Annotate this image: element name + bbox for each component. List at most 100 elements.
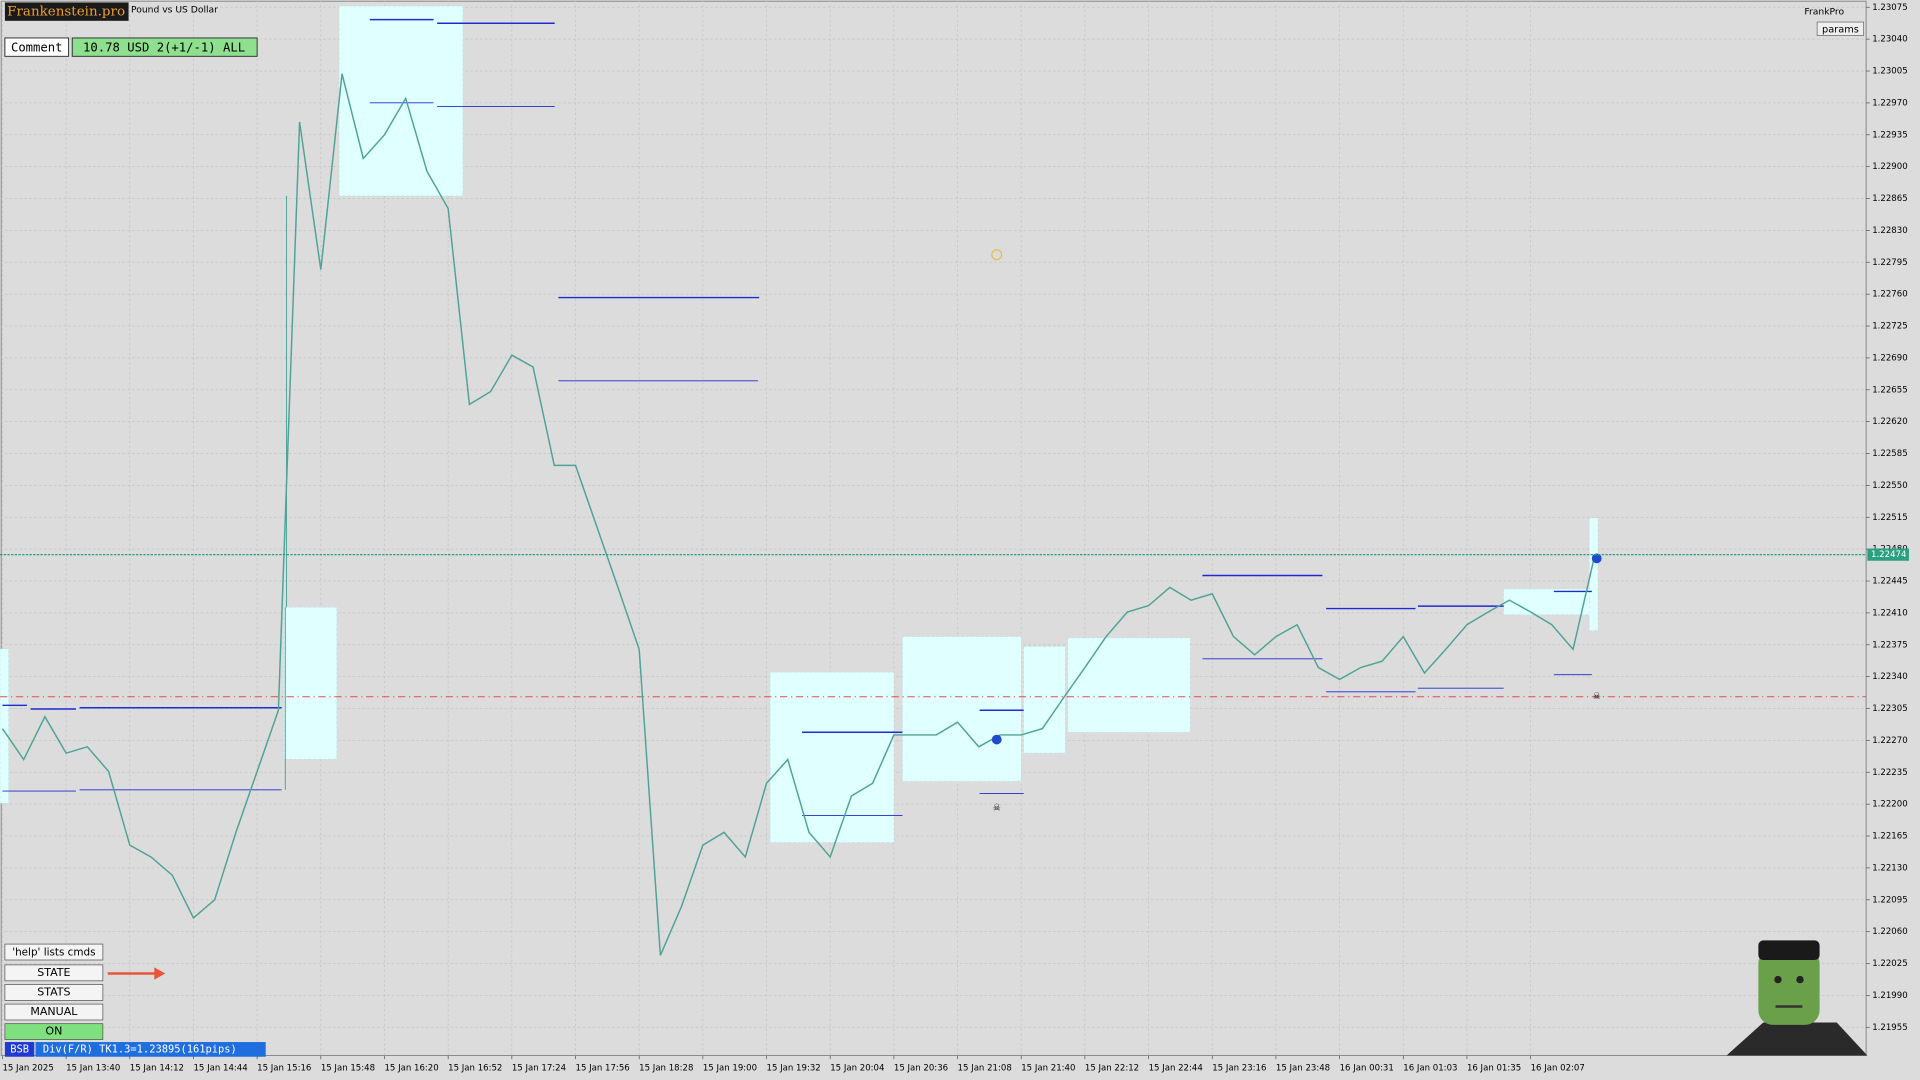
x-tick-label: 15 Jan 13:40 <box>66 1063 120 1073</box>
x-tick-label: 15 Jan 23:16 <box>1212 1063 1266 1073</box>
x-tick-label: 15 Jan 14:12 <box>130 1063 184 1073</box>
x-tick-label: 15 Jan 20:36 <box>894 1063 948 1073</box>
y-tick-label: 1.22305 <box>1872 704 1907 714</box>
panel-button[interactable] <box>4 984 104 1001</box>
y-tick-label: 1.22725 <box>1872 322 1907 332</box>
panel-button[interactable] <box>4 964 104 982</box>
comment-box <box>4 37 70 57</box>
plot-frame <box>0 0 1867 1056</box>
zone <box>1067 637 1191 733</box>
panel-button[interactable] <box>4 1023 104 1040</box>
logo-bg <box>4 2 129 21</box>
x-tick-label: 15 Jan 17:24 <box>512 1063 566 1073</box>
y-tick-label: 1.22445 <box>1872 577 1907 587</box>
x-tick-label: 15 Jan 20:04 <box>830 1063 884 1073</box>
y-tick-label: 1.22515 <box>1872 513 1907 523</box>
y-tick-label: 1.22165 <box>1872 832 1907 842</box>
arrow-head <box>154 967 166 980</box>
marker <box>991 249 1003 261</box>
panel-button[interactable] <box>4 1003 104 1021</box>
brand: FrankPro <box>1804 7 1844 18</box>
current-price-box <box>1867 548 1909 561</box>
params-button[interactable] <box>1816 21 1865 36</box>
y-tick-label: 1.22760 <box>1872 290 1907 300</box>
y-tick-label: 1.21990 <box>1872 991 1907 1001</box>
y-tick-label: 1.22970 <box>1872 98 1907 108</box>
zone <box>902 636 1022 782</box>
series-layer <box>1 73 1596 956</box>
x-tick-label: 15 Jan 14:44 <box>193 1063 247 1073</box>
y-tick-label: 1.22585 <box>1872 449 1907 459</box>
symbol: Pound vs US Dollar <box>131 4 218 15</box>
status-bg <box>35 1042 266 1057</box>
zone <box>769 671 895 843</box>
y-tick-label: 1.22690 <box>1872 353 1907 363</box>
x-tick-label: 15 Jan 23:48 <box>1276 1063 1330 1073</box>
x-tick-label: 15 Jan 21:08 <box>958 1063 1012 1073</box>
y-tick-label: 1.22410 <box>1872 608 1907 618</box>
x-tick-label: 15 Jan 19:00 <box>703 1063 757 1073</box>
skull-icon: ☠ <box>1593 691 1601 702</box>
x-tick-label: 15 Jan 17:56 <box>576 1063 630 1073</box>
y-tick-label: 1.22130 <box>1872 863 1907 873</box>
x-tick-label: 15 Jan 16:20 <box>384 1063 438 1073</box>
y-tick-label: 1.22830 <box>1872 226 1907 236</box>
x-tick-label: 15 Jan 22:44 <box>1149 1063 1203 1073</box>
button-panel: STATE STATS MANUAL ON <box>4 964 104 1040</box>
y-tick-label: 1.22375 <box>1872 640 1907 650</box>
x-tick-label: 15 Jan 21:40 <box>1021 1063 1075 1073</box>
x-tick-label: 16 Jan 00:31 <box>1340 1063 1394 1073</box>
y-tick-label: 1.22655 <box>1872 385 1907 395</box>
panel-button-label: STATE <box>37 966 70 979</box>
y-tick-label: 1.22795 <box>1872 258 1907 268</box>
y-tick-label: 1.22900 <box>1872 162 1907 172</box>
comment-label: Comment <box>11 40 63 54</box>
y-tick-label: 1.23040 <box>1872 35 1907 45</box>
x-tick-label: 15 Jan 22:12 <box>1085 1063 1139 1073</box>
comment-value: 10.78 USD 2(+1/-1) ALL <box>83 40 245 54</box>
marker <box>991 734 1002 745</box>
y-tick-label: 1.22340 <box>1872 672 1907 682</box>
levels <box>0 18 1867 816</box>
current-price-label: 1.22474 <box>1871 550 1906 560</box>
x-tick-label: 15 Jan 15:16 <box>257 1063 311 1073</box>
y-tick-label: 1.22550 <box>1872 481 1907 491</box>
panel-button-label: MANUAL <box>30 1005 78 1018</box>
marker <box>1591 553 1602 564</box>
zone <box>1503 588 1593 615</box>
mascot <box>1726 940 1868 1056</box>
params-label: params <box>1822 24 1859 35</box>
y-tick-label: 1.21955 <box>1872 1023 1907 1033</box>
zone <box>283 607 338 760</box>
zone <box>1023 646 1066 754</box>
y-tick-label: 1.22200 <box>1872 800 1907 810</box>
x-tick-label: 15 Jan 18:28 <box>639 1063 693 1073</box>
y-tick-label: 1.23005 <box>1872 67 1907 77</box>
y-tick-label: 1.22270 <box>1872 736 1907 746</box>
zone <box>0 648 9 804</box>
x-tick-label: 16 Jan 02:07 <box>1531 1063 1585 1073</box>
skull-icon: ☠ <box>993 803 1001 814</box>
x-tick-label: 15 Jan 2025 <box>2 1063 53 1073</box>
zone <box>1589 517 1599 631</box>
y-tick-label: 1.22060 <box>1872 927 1907 937</box>
help-text: 'help' lists cmds <box>12 947 95 959</box>
x-tick-label: 15 Jan 15:48 <box>321 1063 375 1073</box>
comment-value-box <box>71 37 258 57</box>
y-tick-label: 1.22935 <box>1872 130 1907 140</box>
y-tick-label: 1.22025 <box>1872 959 1907 969</box>
y-tick-label: 1.22235 <box>1872 768 1907 778</box>
price-line <box>1 73 1596 956</box>
x-tick-label: 16 Jan 01:35 <box>1467 1063 1521 1073</box>
x-tick-label: 15 Jan 19:32 <box>767 1063 821 1073</box>
help-box <box>4 943 104 961</box>
y-tick-label: 1.22865 <box>1872 194 1907 204</box>
zone <box>338 5 464 197</box>
y-tick-label: 1.22095 <box>1872 895 1907 905</box>
status-text: Div(F/R) TK1.3=1.23895(161pips) <box>43 1043 237 1055</box>
panel-button-label: STATS <box>37 985 70 998</box>
status-tag: BSB <box>10 1043 29 1055</box>
